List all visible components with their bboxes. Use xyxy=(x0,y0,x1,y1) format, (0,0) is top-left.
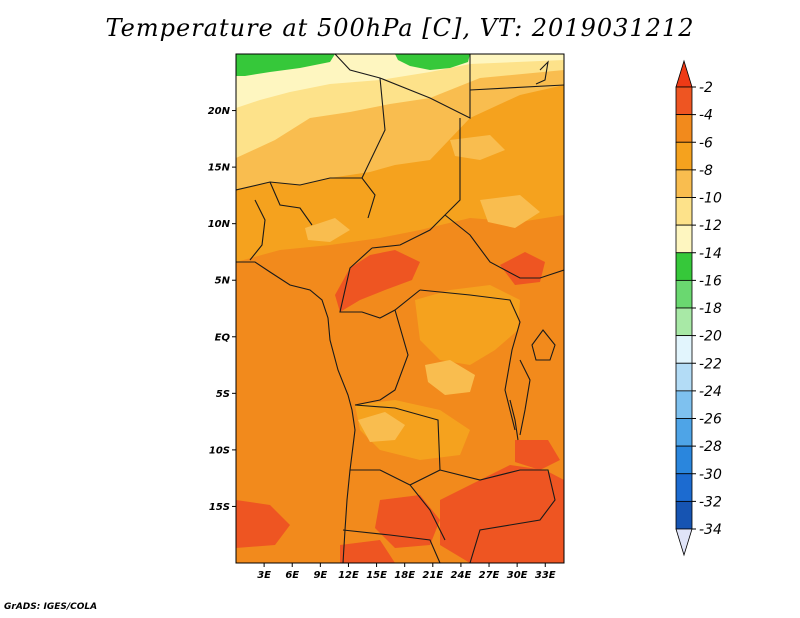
colorbar-label: -14 xyxy=(699,246,722,262)
x-tick-label: 27E xyxy=(479,570,500,581)
x-tick-label: 6E xyxy=(285,570,299,581)
x-tick-label: 12E xyxy=(338,570,359,581)
field-band-minus14-east xyxy=(395,54,470,70)
colorbar-label: -4 xyxy=(699,108,713,124)
x-tick-label: 21E xyxy=(422,570,443,581)
colorbar-label: -16 xyxy=(699,273,722,289)
y-tick-label: EQ xyxy=(215,332,231,343)
colorbar-segment xyxy=(675,197,693,226)
colorbar-label: -32 xyxy=(699,494,722,510)
field-patch-minus2-bottom xyxy=(340,540,395,563)
y-tick-label: 10S xyxy=(209,445,230,456)
colorbar-segment xyxy=(675,418,693,447)
colorbar-segment xyxy=(675,445,693,475)
x-tick-label: 18E xyxy=(394,570,415,581)
colorbar: -2 -4 -6 -8 -10 -12 -14 -16 -18 -20 -22 -24 -26 -28 -3… xyxy=(675,59,722,557)
colorbar-label: -34 xyxy=(699,522,722,538)
field-patch-minus6-center xyxy=(425,360,475,395)
field-patch-minus6-congo xyxy=(415,285,520,365)
colorbar-segment xyxy=(675,473,693,502)
longitude-axis: 3E 6E 9E 12E 15E 18E 21E 24E 27E 30E 33E xyxy=(257,563,556,581)
field-patch-minus8-north1 xyxy=(305,218,350,242)
field-patch-minus2-lake xyxy=(515,440,560,470)
colorbar-label: -2 xyxy=(699,80,713,96)
colorbar-segment xyxy=(675,390,693,419)
colorbar-label: -8 xyxy=(699,163,713,179)
colorbar-label: -22 xyxy=(699,356,722,372)
colorbar-segment xyxy=(675,141,693,171)
colorbar-label: -30 xyxy=(699,467,722,483)
temperature-field xyxy=(236,54,564,563)
colorbar-label: -10 xyxy=(699,191,722,207)
map-title: Temperature at 500hPa [C], VT: 201903121… xyxy=(105,14,695,42)
colorbar-under-triangle xyxy=(675,528,693,557)
y-tick-label: 15N xyxy=(208,163,231,174)
field-patch-minus2-east xyxy=(500,252,545,285)
colorbar-label: -26 xyxy=(699,412,722,428)
colorbar-segment xyxy=(675,114,693,143)
colorbar-label: -12 xyxy=(699,218,722,234)
field-band-minus14-west xyxy=(236,54,335,76)
x-tick-label: 15E xyxy=(366,570,387,581)
field-patch-minus2-cameroon xyxy=(335,250,420,312)
colorbar-segment xyxy=(675,335,693,364)
field-patch-minus2-south xyxy=(440,465,564,563)
map-frame xyxy=(235,53,565,564)
x-tick-label: 9E xyxy=(313,570,327,581)
y-tick-label: 5S xyxy=(216,389,230,400)
x-tick-label: 33E xyxy=(535,570,556,581)
field-band-minus12 xyxy=(236,54,564,108)
colorbar-segment xyxy=(675,252,693,281)
colorbar-segment xyxy=(675,279,693,309)
y-tick-label: 5N xyxy=(215,276,231,287)
colorbar-segment xyxy=(675,86,693,116)
field-patch-minus8-north3 xyxy=(450,135,505,160)
y-tick-label: 15S xyxy=(209,502,230,513)
colorbar-label: -24 xyxy=(699,384,722,400)
colorbar-over-triangle xyxy=(675,59,693,88)
colorbar-label: -20 xyxy=(699,329,722,345)
colorbar-segment xyxy=(675,169,693,198)
field-patch-minus2-coast xyxy=(236,500,290,548)
field-patch-minus8-north2 xyxy=(480,195,540,228)
x-tick-label: 3E xyxy=(257,570,271,581)
colorbar-segment xyxy=(675,224,693,254)
latitude-axis: 20N 15N 10N 5N EQ 5S 10S 15S xyxy=(208,106,236,513)
colorbar-segment xyxy=(675,500,693,530)
x-tick-label: 24E xyxy=(451,570,472,581)
colorbar-segment xyxy=(675,307,693,337)
colorbar-label: -28 xyxy=(699,439,722,455)
country-borders xyxy=(236,54,564,563)
y-tick-label: 20N xyxy=(208,106,231,117)
colorbar-label: -6 xyxy=(699,135,713,151)
colorbar-segment xyxy=(675,362,693,392)
y-tick-label: 10N xyxy=(208,219,231,230)
colorbar-label: -18 xyxy=(699,301,722,317)
field-patch-minus8-angola xyxy=(358,412,405,442)
x-tick-label: 30E xyxy=(507,570,528,581)
grads-credit: GrADS: IGES/COLA xyxy=(4,602,98,612)
